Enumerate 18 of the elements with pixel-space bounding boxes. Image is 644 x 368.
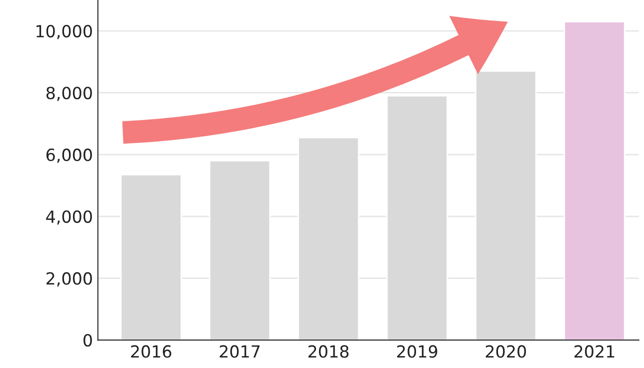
y-tick-label: 8,000	[46, 86, 92, 102]
x-tick-label: 2021	[574, 345, 614, 358]
x-tick-label: 2020	[486, 345, 526, 358]
x-tick-label: 2018	[308, 345, 349, 358]
y-tick-label: 0	[84, 334, 92, 347]
y-tick-label: 2,000	[46, 272, 92, 286]
y-tick-label: 6,000	[46, 148, 92, 163]
bar	[208, 160, 271, 340]
x-tick-label: 2017	[220, 345, 260, 358]
y-tick-label: 4,000	[46, 210, 92, 225]
bar	[474, 70, 537, 340]
x-tick-label: 2016	[131, 345, 172, 358]
bar	[386, 95, 448, 340]
bar	[298, 136, 360, 340]
y-tick-label: 10,000	[36, 24, 92, 40]
bar	[120, 174, 182, 340]
bar	[564, 20, 626, 340]
x-tick-label: 2019	[397, 345, 438, 358]
